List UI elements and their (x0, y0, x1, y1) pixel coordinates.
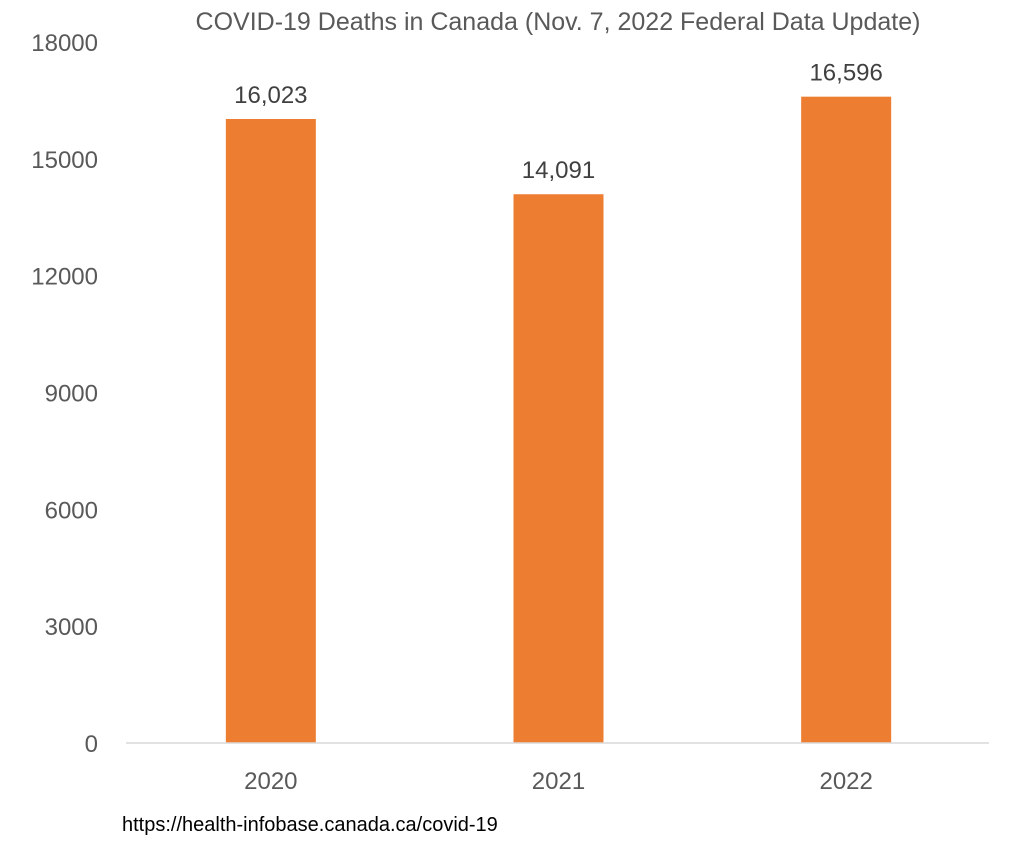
bar-2022 (801, 96, 892, 744)
data-label-2021: 14,091 (522, 157, 595, 184)
data-labels: 16,023 14,091 16,596 (234, 60, 883, 185)
y-tick-label: 3000 (45, 614, 98, 641)
y-tick-label: 12000 (31, 264, 98, 291)
y-tick-label: 15000 (31, 147, 98, 174)
bars (225, 96, 892, 744)
y-tick-label: 18000 (31, 30, 98, 57)
y-tick-label: 6000 (45, 497, 98, 524)
x-tick-label-2020: 2020 (244, 768, 297, 795)
bar-2020 (225, 118, 316, 743)
data-label-2020: 16,023 (234, 82, 307, 109)
source-note: https://health-infobase.canada.ca/covid-… (122, 814, 498, 836)
x-tick-label-2021: 2021 (532, 768, 585, 795)
y-tick-label: 0 (85, 731, 98, 758)
y-tick-label: 9000 (45, 381, 98, 408)
chart-title: COVID-19 Deaths in Canada (Nov. 7, 2022 … (196, 8, 921, 36)
y-axis-ticks: 0 3000 6000 9000 12000 15000 18000 (31, 30, 98, 758)
bar-2021 (513, 194, 604, 743)
data-label-2022: 16,596 (809, 60, 882, 87)
x-tick-label-2022: 2022 (819, 768, 872, 795)
x-axis-ticks: 2020 2021 2022 (244, 768, 873, 795)
